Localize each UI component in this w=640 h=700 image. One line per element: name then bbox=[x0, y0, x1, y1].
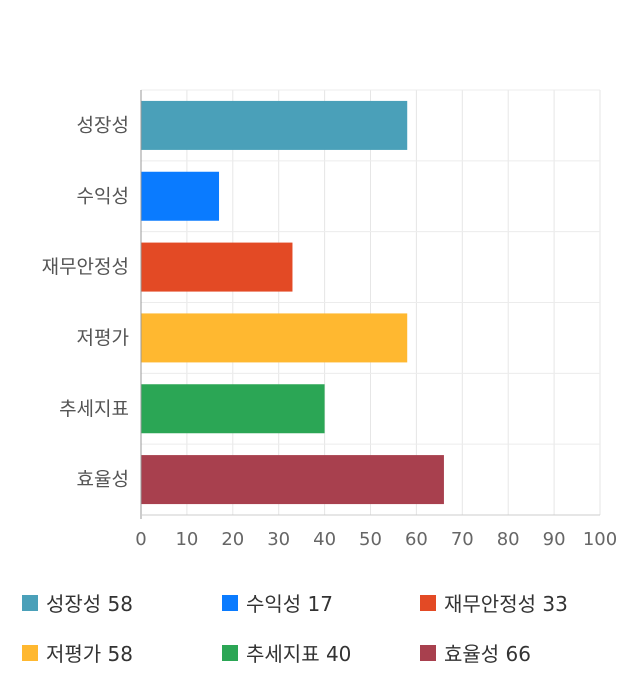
x-tick-label: 80 bbox=[497, 529, 520, 550]
bar bbox=[141, 100, 408, 150]
x-tick-label: 90 bbox=[543, 529, 566, 550]
bars bbox=[141, 100, 444, 505]
x-tick-label: 40 bbox=[313, 529, 336, 550]
category-label: 재무안정성 bbox=[42, 256, 129, 278]
x-tick-label: 70 bbox=[451, 529, 474, 550]
grid-lines bbox=[140, 89, 601, 516]
x-tick-label: 50 bbox=[359, 529, 382, 550]
bar bbox=[141, 313, 408, 363]
category-label: 추세지표 bbox=[59, 398, 129, 420]
bar bbox=[141, 384, 325, 434]
category-label: 수익성 bbox=[77, 185, 129, 207]
bar bbox=[141, 455, 444, 505]
x-tick-label: 30 bbox=[267, 529, 290, 550]
category-label: 성장성 bbox=[77, 114, 129, 136]
category-label: 저평가 bbox=[77, 327, 129, 349]
tick-labels: 0 10 20 30 40 50 60 70 80 90 100 bbox=[135, 529, 617, 550]
x-tick-label: 60 bbox=[405, 529, 428, 550]
bar bbox=[141, 242, 293, 292]
x-tick-label: 20 bbox=[221, 529, 244, 550]
x-tick-label: 0 bbox=[135, 529, 146, 550]
x-tick-label: 10 bbox=[175, 529, 198, 550]
x-tick-label: 100 bbox=[583, 529, 617, 550]
bar bbox=[141, 171, 220, 221]
category-label: 효율성 bbox=[77, 469, 129, 491]
axes bbox=[140, 90, 600, 519]
